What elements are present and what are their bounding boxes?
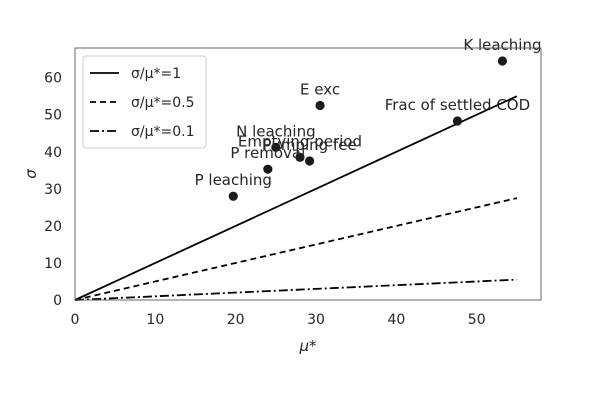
- x-tick-label: 50: [468, 312, 486, 328]
- x-tick-label: 40: [387, 312, 405, 328]
- x-axis-label: μ*: [298, 337, 317, 355]
- point-label-pumping-fee: Pumping fee: [263, 136, 357, 154]
- reference-lines: [74, 95, 518, 301]
- point-label-p-leaching: P leaching: [195, 171, 272, 189]
- point-p-removal: [263, 164, 273, 174]
- data-points: [228, 56, 508, 201]
- x-axis-ticks: 0 10 20 30 40 50: [71, 312, 486, 328]
- x-tick-label: 30: [307, 312, 325, 328]
- y-tick-label: 30: [44, 182, 62, 198]
- point-k-leaching: [497, 56, 508, 66]
- legend: σ/μ*=1 σ/μ*=0.5 σ/μ*=0.1: [82, 55, 207, 149]
- y-tick-label: 60: [44, 71, 62, 87]
- plot-area-frame: [74, 47, 542, 301]
- legend-label-1: σ/μ*=0.5: [131, 95, 195, 111]
- y-tick-label: 20: [44, 219, 62, 235]
- point-emptying-period: [295, 152, 305, 162]
- y-axis-ticks: 0 10 20 30 40 50 60: [44, 71, 62, 309]
- point-frac-of-settled-cod: [452, 116, 463, 126]
- y-tick-label: 40: [44, 145, 62, 161]
- y-tick-label: 0: [53, 293, 62, 309]
- legend-box: [82, 55, 207, 149]
- ref-line-0: [74, 95, 518, 301]
- legend-label-0: σ/μ*=1: [131, 66, 181, 82]
- y-tick-label: 10: [44, 256, 62, 272]
- x-tick-label: 10: [146, 312, 164, 328]
- ref-line-2: [74, 278, 517, 301]
- point-pumping-fee: [305, 156, 315, 166]
- ref-line-1: [74, 197, 518, 301]
- point-e-exc: [315, 100, 325, 111]
- x-tick-label: 20: [227, 312, 245, 328]
- legend-label-2: σ/μ*=0.1: [131, 124, 195, 140]
- y-axis-label: σ: [22, 169, 40, 179]
- point-label-p-removal: P removal: [230, 144, 305, 162]
- point-label-k-leaching: K leaching: [463, 36, 541, 54]
- point-label-emptying-period: Emptying period: [238, 132, 362, 150]
- point-n-leaching: [271, 142, 281, 152]
- point-label-e-exc: E exc: [300, 80, 340, 98]
- point-p-leaching: [228, 191, 238, 201]
- x-tick-label: 0: [71, 312, 80, 328]
- point-label-frac-of-settled-cod: Frac of settled COD: [385, 96, 530, 114]
- y-tick-label: 50: [44, 108, 62, 124]
- point-label-n-leaching: N leaching: [236, 122, 316, 140]
